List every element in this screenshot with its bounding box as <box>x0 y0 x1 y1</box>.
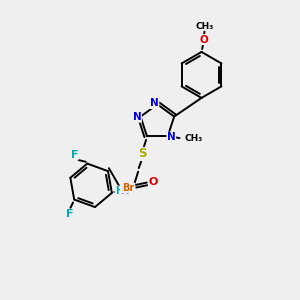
Text: N: N <box>167 132 176 142</box>
Text: CH₃: CH₃ <box>196 22 214 31</box>
Text: Br: Br <box>122 183 135 193</box>
Text: N: N <box>121 186 129 197</box>
Text: S: S <box>138 148 147 160</box>
Text: N: N <box>150 98 159 109</box>
Text: N: N <box>133 112 141 122</box>
Text: H: H <box>115 186 123 196</box>
Text: F: F <box>66 209 74 219</box>
Text: F: F <box>70 150 78 160</box>
Text: O: O <box>200 34 208 45</box>
Text: CH₃: CH₃ <box>184 134 203 142</box>
Text: O: O <box>148 177 158 187</box>
